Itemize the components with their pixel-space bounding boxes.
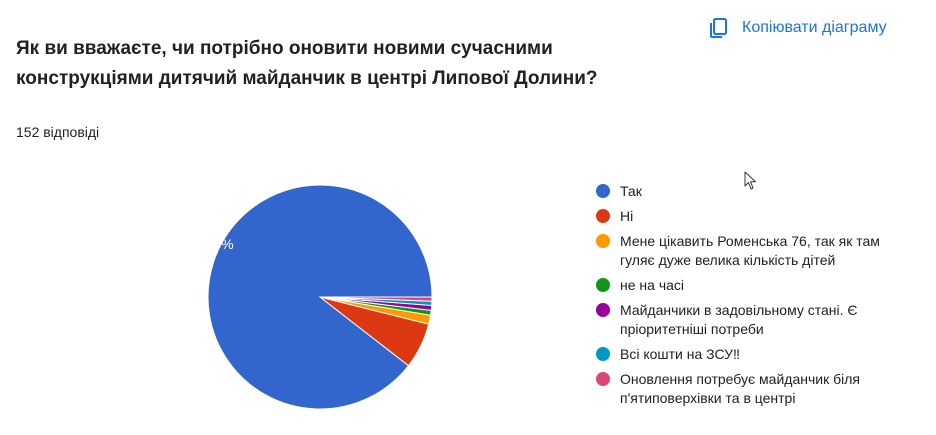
legend-label: не на часі [620,277,685,293]
legend-label: Мене цікавить Роменська 76, так як там г… [620,233,880,268]
mouse-cursor-icon [744,171,756,190]
legend-dot-icon [596,278,610,292]
legend-dot-icon [596,209,610,223]
legend-item-5[interactable]: Всі кошти на ЗСУ‼ [596,345,916,364]
legend-dot-icon [596,372,610,386]
legend-label: Так [620,183,642,199]
pie-slice-label-0: 89,5% [194,236,234,252]
legend-item-2[interactable]: Мене цікавить Роменська 76, так як там г… [596,232,916,270]
legend-dot-icon [596,347,610,361]
question-title: Як ви вважаєте, чи потрібно оновити нови… [16,38,598,89]
copy-icon [710,18,727,38]
legend-item-4[interactable]: Майданчики в задовільному стані. Є пріор… [596,301,916,339]
pie-slice-6[interactable] [319,296,433,302]
chart-legend: Так Ні Мене цікавить Роменська 76, так як … [596,182,916,414]
legend-label: Майданчики в задовільному стані. Є пріор… [620,302,858,337]
legend-dot-icon [596,234,610,248]
legend-item-3[interactable]: не на часі [596,276,916,295]
legend-item-6[interactable]: Оновлення потребує майданчик біля п'ятип… [596,370,916,408]
pie-chart: 89,5% [194,184,433,410]
copy-chart-label: Копіювати діаграму [742,19,887,36]
legend-label: Всі кошти на ЗСУ‼ [620,346,741,362]
legend-dot-icon [596,303,610,317]
response-count: 152 відповіді [16,124,100,140]
legend-label: Ні [620,208,634,224]
legend-item-1[interactable]: Ні [596,207,916,226]
legend-label: Оновлення потребує майданчик біля п'ятип… [620,371,860,406]
legend-dot-icon [596,184,610,198]
copy-chart-button[interactable]: Копіювати діаграму [700,10,897,46]
legend-item-0[interactable]: Так [596,182,916,201]
